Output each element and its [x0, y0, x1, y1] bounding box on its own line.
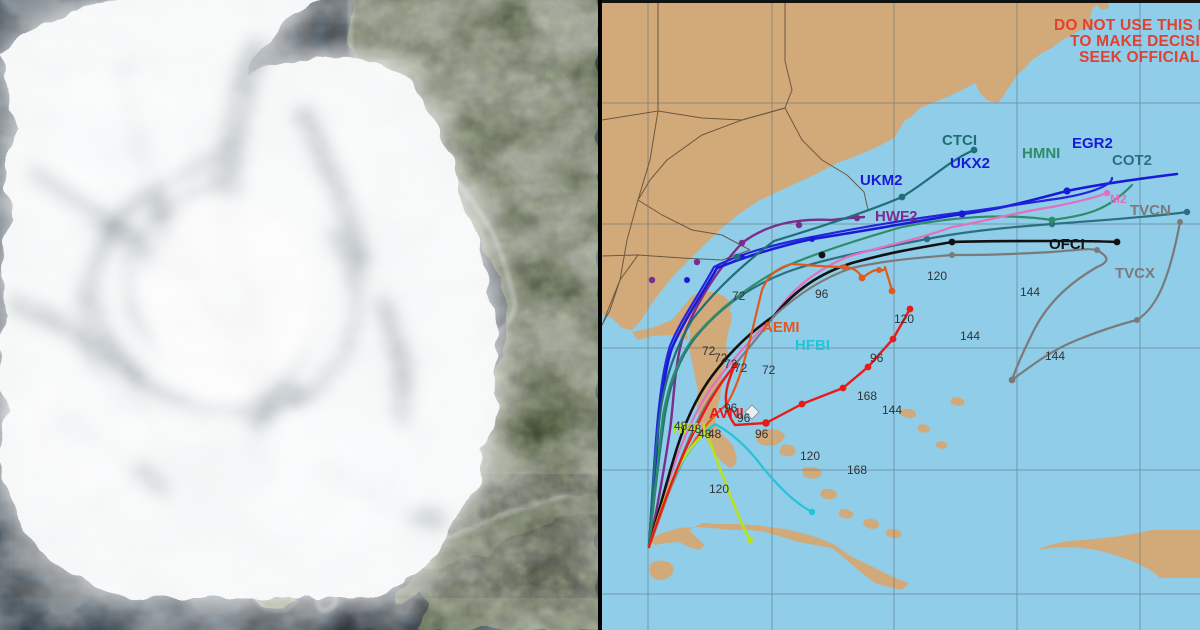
svg-text:AEMI: AEMI [762, 319, 800, 336]
svg-text:144: 144 [960, 329, 980, 343]
svg-text:UKX2: UKX2 [950, 155, 990, 172]
svg-text:120: 120 [709, 482, 729, 496]
svg-text:HFBI: HFBI [795, 337, 830, 354]
svg-text:48: 48 [674, 419, 688, 433]
svg-text:144: 144 [882, 403, 902, 417]
svg-text:UKM2: UKM2 [860, 172, 903, 189]
svg-text:TO MAKE DECISIONS.: TO MAKE DECISIONS. [1070, 33, 1200, 50]
svg-text:SEEK OFFICIAL INFO: SEEK OFFICIAL INFO [1079, 49, 1200, 66]
svg-text:M2: M2 [1110, 192, 1127, 206]
svg-text:144: 144 [1045, 349, 1065, 363]
svg-text:DO NOT USE THIS MAP: DO NOT USE THIS MAP [1054, 17, 1200, 34]
svg-text:48: 48 [708, 427, 722, 441]
svg-text:120: 120 [927, 269, 947, 283]
svg-text:120: 120 [800, 449, 820, 463]
svg-text:COT2: COT2 [1112, 152, 1152, 169]
svg-text:EGR2: EGR2 [1072, 135, 1113, 152]
svg-text:96: 96 [737, 411, 751, 425]
svg-text:144: 144 [1020, 285, 1040, 299]
svg-text:HMNI: HMNI [1022, 145, 1060, 162]
svg-text:72: 72 [732, 289, 746, 303]
svg-text:168: 168 [847, 463, 867, 477]
svg-text:72: 72 [734, 361, 748, 375]
svg-text:96: 96 [724, 401, 738, 415]
svg-text:168: 168 [857, 389, 877, 403]
svg-text:120: 120 [894, 312, 914, 326]
svg-text:96: 96 [755, 427, 769, 441]
svg-text:TVCN: TVCN [1130, 202, 1171, 219]
svg-text:72: 72 [762, 363, 776, 377]
svg-text:TVCX: TVCX [1115, 265, 1155, 282]
svg-text:96: 96 [870, 351, 884, 365]
svg-text:HWF2: HWF2 [875, 208, 918, 225]
svg-text:96: 96 [815, 287, 829, 301]
svg-text:CTCI: CTCI [942, 132, 977, 149]
svg-text:OFCI: OFCI [1049, 236, 1085, 253]
